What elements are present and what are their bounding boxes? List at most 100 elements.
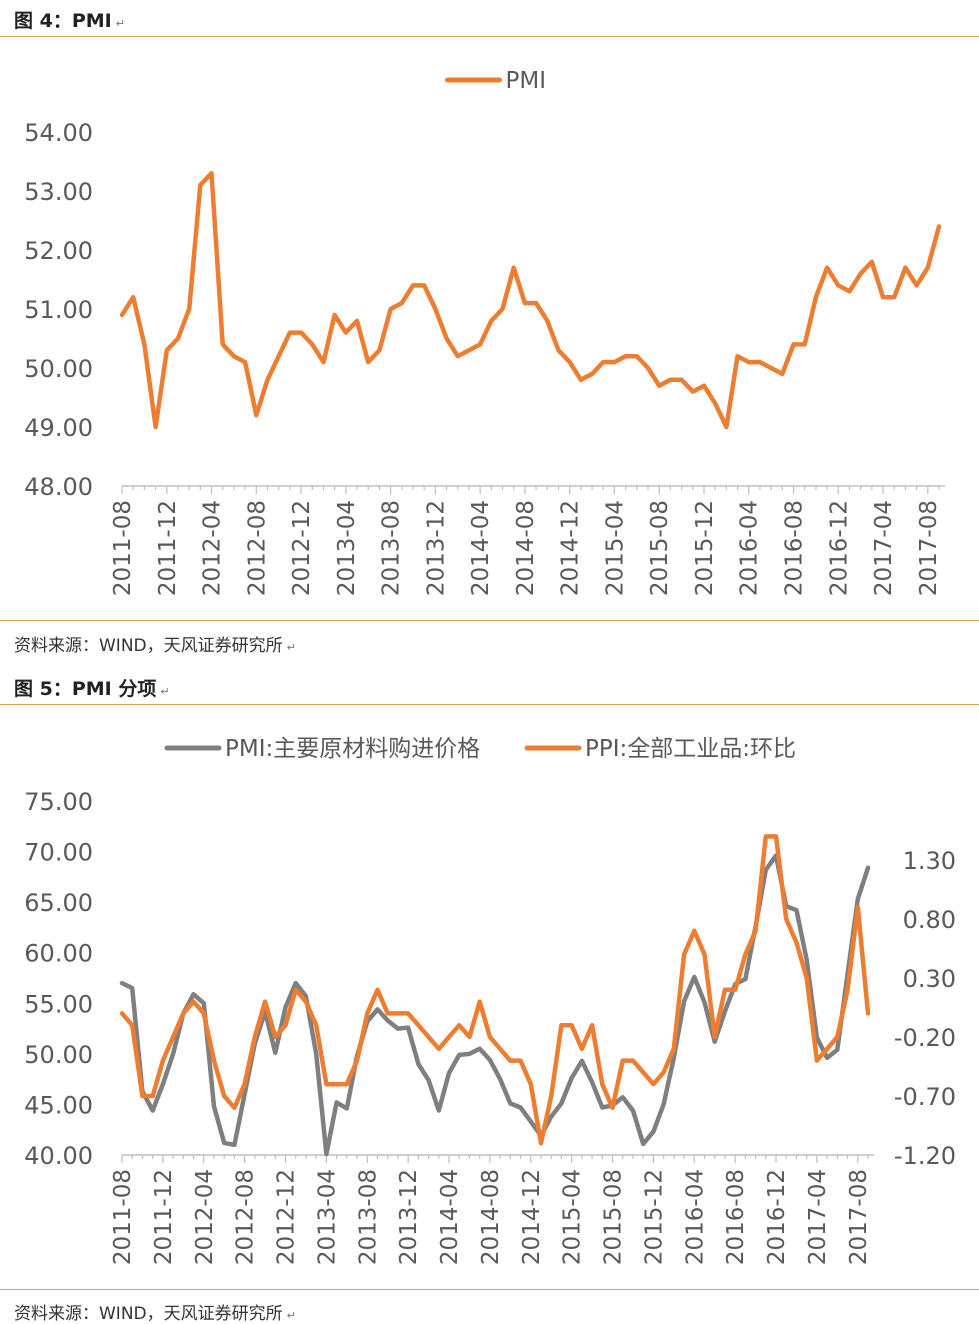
data-point-s1 (856, 906, 859, 909)
y-tick-label: 53.00 (24, 178, 93, 206)
data-point-s0 (188, 308, 191, 311)
x-tick-label: 2017-04 (805, 1169, 831, 1265)
data-point-s0 (579, 378, 582, 381)
data-point-s1 (264, 1000, 267, 1003)
data-point-s1 (693, 929, 696, 932)
data-point-s0 (199, 184, 202, 187)
data-point-s0 (165, 349, 168, 352)
x-tick-label: 2017-08 (916, 500, 942, 596)
data-point-s1 (662, 1071, 665, 1074)
figure-5-source: 资料来源：WIND，天风证券研究所 ↵ (14, 1299, 296, 1324)
data-point-s0 (926, 266, 929, 269)
data-point-s0 (519, 1106, 522, 1109)
data-point-s1 (560, 1024, 563, 1027)
figure-4-bottom-rule (0, 620, 979, 621)
figure-4-chart: PMI 54.00 53.00 52.00 51.00 50.00 49.00 48.00 20… (24, 68, 945, 596)
x-tick-label: 2016-08 (782, 500, 808, 596)
data-point-s0 (255, 414, 258, 417)
data-point-s0 (232, 355, 235, 358)
data-point-s0 (662, 1103, 665, 1106)
data-point-s1 (417, 1024, 420, 1027)
data-point-s1 (121, 1012, 124, 1015)
data-point-s1 (744, 953, 747, 956)
data-point-s0 (856, 898, 859, 901)
data-point-s1 (223, 1095, 226, 1098)
y-tick-label: 50.00 (24, 355, 93, 383)
data-point-s0 (386, 1019, 389, 1022)
data-point-s0 (143, 343, 146, 346)
data-point-s0 (683, 1000, 686, 1003)
data-point-s0 (407, 1026, 410, 1029)
data-point-s0 (121, 982, 124, 985)
data-point-s1 (386, 1012, 389, 1015)
data-point-s0 (669, 378, 672, 381)
data-point-s1 (785, 918, 788, 921)
x-tick-label: 2015-04 (560, 1169, 586, 1265)
data-point-s1 (396, 1012, 399, 1015)
data-point-s1 (734, 988, 737, 991)
figure-5-title: 图 5：PMI 分项 ↵ (14, 674, 170, 701)
data-point-s1 (376, 988, 379, 991)
data-point-s1 (488, 1036, 491, 1039)
data-point-s0 (499, 1078, 502, 1081)
data-point-s1 (540, 1142, 543, 1145)
data-point-s1 (151, 1095, 154, 1098)
data-point-s1 (570, 1024, 573, 1027)
data-point-s0 (131, 987, 134, 990)
data-point-s0 (367, 361, 370, 364)
y-tick-label: 49.00 (24, 414, 93, 442)
data-point-s1 (161, 1059, 164, 1062)
x-tick-label: 2013-08 (355, 1169, 381, 1265)
data-point-s0 (546, 319, 549, 322)
data-point-s0 (713, 1040, 716, 1043)
y-tick-label: 51.00 (24, 296, 93, 324)
data-point-s0 (795, 909, 798, 912)
data-point-s1 (846, 988, 849, 991)
data-point-s0 (826, 1056, 829, 1059)
data-point-s1 (202, 1012, 205, 1015)
data-point-s0 (870, 260, 873, 263)
data-point-s0 (747, 361, 750, 364)
data-point-s1 (550, 1095, 553, 1098)
data-point-s1 (284, 1024, 287, 1027)
data-point-s0 (202, 1002, 205, 1005)
x-tick-label: 2011-08 (110, 1169, 136, 1265)
data-point-s0 (412, 284, 415, 287)
data-point-s1 (509, 1059, 512, 1062)
x-tick-label: 2011-08 (110, 500, 136, 596)
data-point-s0 (243, 1093, 246, 1096)
data-point-s0 (867, 866, 870, 869)
data-point-s0 (882, 296, 885, 299)
x-tick-label: 2013-04 (314, 1169, 340, 1265)
data-point-s0 (132, 296, 135, 299)
data-point-s0 (213, 1105, 216, 1108)
data-point-s0 (725, 426, 728, 429)
data-point-s1 (815, 1059, 818, 1062)
y-tick-label: 55.00 (24, 990, 93, 1018)
data-point-s0 (311, 343, 314, 346)
data-point-s0 (613, 361, 616, 364)
data-point-s0 (723, 1010, 726, 1013)
x-tick-label: 2011-12 (155, 500, 181, 596)
data-point-s0 (814, 296, 817, 299)
data-point-s0 (478, 1047, 481, 1050)
data-point-s1 (131, 1024, 134, 1027)
data-point-s0 (434, 308, 437, 311)
data-point-s0 (154, 426, 157, 429)
data-point-s0 (335, 1101, 338, 1104)
data-point-s0 (632, 1109, 635, 1112)
paragraph-mark-icon: ↵ (286, 641, 296, 654)
data-point-s0 (591, 372, 594, 375)
y-tick-label: 70.00 (24, 839, 93, 867)
y-tick-label: 65.00 (24, 889, 93, 917)
x-tick-label: 2012-12 (274, 1169, 300, 1265)
data-point-s0 (300, 331, 303, 334)
data-point-s0 (635, 355, 638, 358)
y-tick-label: 75.00 (24, 788, 93, 816)
paragraph-mark-icon: ↵ (286, 1309, 296, 1322)
series-line-1 (119, 834, 871, 1146)
data-point-s1 (335, 1083, 338, 1086)
figure-5-title-text: 图 5：PMI 分项 (14, 678, 157, 700)
data-point-s0 (378, 349, 381, 352)
data-point-s1 (672, 1047, 675, 1050)
